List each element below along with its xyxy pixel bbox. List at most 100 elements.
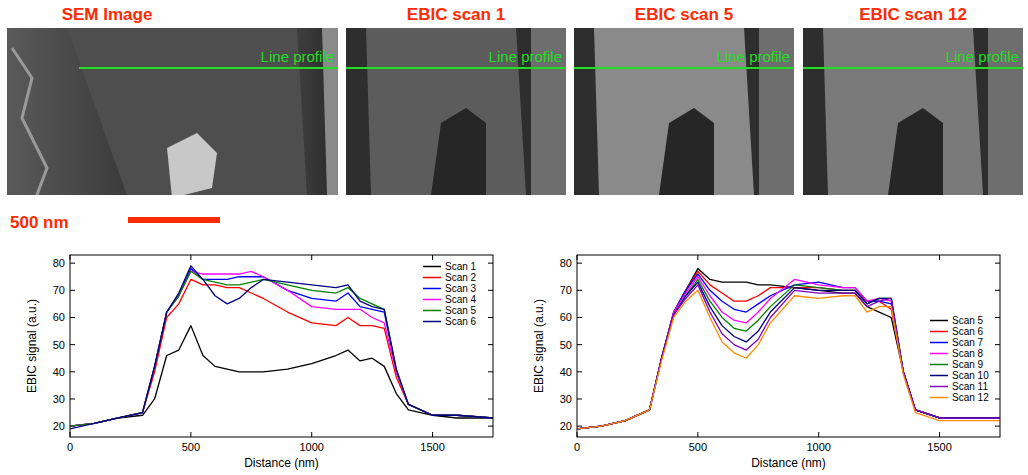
legend-swatch [930, 320, 948, 322]
series-line [577, 282, 1000, 429]
image [574, 28, 794, 195]
x-tick [190, 432, 191, 437]
y-tick [488, 398, 493, 399]
y-tick [488, 344, 493, 345]
series-line [70, 269, 493, 427]
series-line [577, 285, 1000, 429]
y-tick [70, 398, 75, 399]
legend-label: Scan 5 [952, 315, 984, 326]
x-tick-label: 1500 [927, 441, 951, 453]
legend-label: Scan 9 [952, 359, 984, 370]
legend: Scan 1Scan 2Scan 3Scan 4Scan 5Scan 6 [423, 261, 477, 327]
plot-frame [577, 255, 1000, 437]
legend: Scan 5Scan 6Scan 7Scan 8Scan 9Scan 10Sca… [930, 315, 989, 403]
y-tick [577, 344, 582, 345]
figure: Line profileSEM ImageLine profileEBIC sc… [0, 0, 1028, 475]
legend-label: Scan 8 [952, 348, 984, 359]
y-tick-label: 80 [53, 257, 65, 269]
x-tick [818, 432, 819, 437]
x-axis-title: Distance (nm) [244, 456, 319, 470]
x-tick [311, 255, 312, 260]
y-tick [995, 398, 1000, 399]
legend-swatch [930, 386, 948, 388]
x-tick [311, 432, 312, 437]
scale-bar [128, 217, 220, 223]
y-tick [70, 263, 75, 264]
x-tick-label: 0 [67, 441, 73, 453]
y-tick [488, 371, 493, 372]
y-tick [488, 263, 493, 264]
series-line [70, 271, 493, 426]
y-tick-label: 70 [560, 284, 572, 296]
series-line [70, 271, 493, 426]
profile-line [79, 67, 338, 69]
y-tick-label: 60 [53, 311, 65, 323]
y-tick-label: 40 [53, 366, 65, 378]
x-tick [697, 255, 698, 260]
image [346, 28, 566, 195]
panel-title: EBIC scan 12 [859, 5, 967, 24]
x-tick [939, 255, 940, 260]
y-tick-label: 80 [560, 257, 572, 269]
y-tick-label: 50 [53, 339, 65, 351]
y-tick [488, 426, 493, 427]
x-tick-label: 500 [182, 441, 200, 453]
y-tick [70, 344, 75, 345]
y-axis-title: EBIC signal (a.u.) [25, 299, 39, 393]
profile-label: Line profile [946, 48, 1019, 65]
x-tick-label: 1000 [299, 441, 323, 453]
image [803, 28, 1023, 195]
y-tick [995, 371, 1000, 372]
dark-region [888, 108, 943, 195]
legend-label: Scan 7 [952, 337, 984, 348]
series-line [70, 266, 493, 429]
series-line [577, 290, 1000, 429]
panel-title: EBIC scan 5 [635, 5, 733, 24]
y-tick [577, 317, 582, 318]
x-tick-label: 1000 [806, 441, 830, 453]
x-tick-label: 1500 [420, 441, 444, 453]
scale-bar-label: 500 nm [10, 213, 69, 232]
legend-label: Scan 5 [445, 305, 477, 316]
y-tick-label: 40 [560, 366, 572, 378]
chart: 20304050607080050010001500Distance (nm)E… [25, 255, 493, 470]
texture [12, 48, 47, 195]
legend-label: Scan 11 [952, 381, 988, 392]
y-tick-label: 50 [560, 339, 572, 351]
y-axis-title: EBIC signal (a.u.) [532, 299, 546, 393]
lines [70, 266, 493, 429]
legend-label: Scan 2 [445, 272, 477, 283]
y-tick [995, 317, 1000, 318]
particle [167, 133, 217, 195]
legend-swatch [930, 375, 948, 377]
y-tick [995, 290, 1000, 291]
x-tick [818, 255, 819, 260]
profile-line [574, 67, 794, 69]
series-line [577, 277, 1000, 429]
series-line [70, 326, 493, 427]
image-background [574, 28, 794, 195]
legend-label: Scan 12 [952, 392, 989, 403]
y-tick-label: 70 [53, 284, 65, 296]
legend-label: Scan 6 [445, 316, 477, 327]
series-line [577, 271, 1000, 429]
legend-swatch [423, 310, 441, 312]
y-tick-label: 60 [560, 311, 572, 323]
x-tick-label: 0 [574, 441, 580, 453]
y-tick-label: 20 [53, 420, 65, 432]
series-line [577, 274, 1000, 429]
legend-label: Scan 4 [445, 294, 477, 305]
x-axis-title: Distance (nm) [751, 456, 826, 470]
legend-swatch [930, 364, 948, 366]
profile-line [346, 67, 566, 69]
legend-label: Scan 3 [445, 283, 477, 294]
y-tick [488, 317, 493, 318]
image-panel: Line profile [7, 28, 338, 208]
legend-swatch [423, 321, 441, 323]
legend-swatch [423, 277, 441, 279]
series-line [577, 269, 1000, 429]
legend-swatch [423, 288, 441, 290]
chart: 20304050607080050010001500Distance (nm)E… [532, 255, 1000, 470]
legend-label: Scan 1 [445, 261, 477, 272]
y-tick [70, 371, 75, 372]
